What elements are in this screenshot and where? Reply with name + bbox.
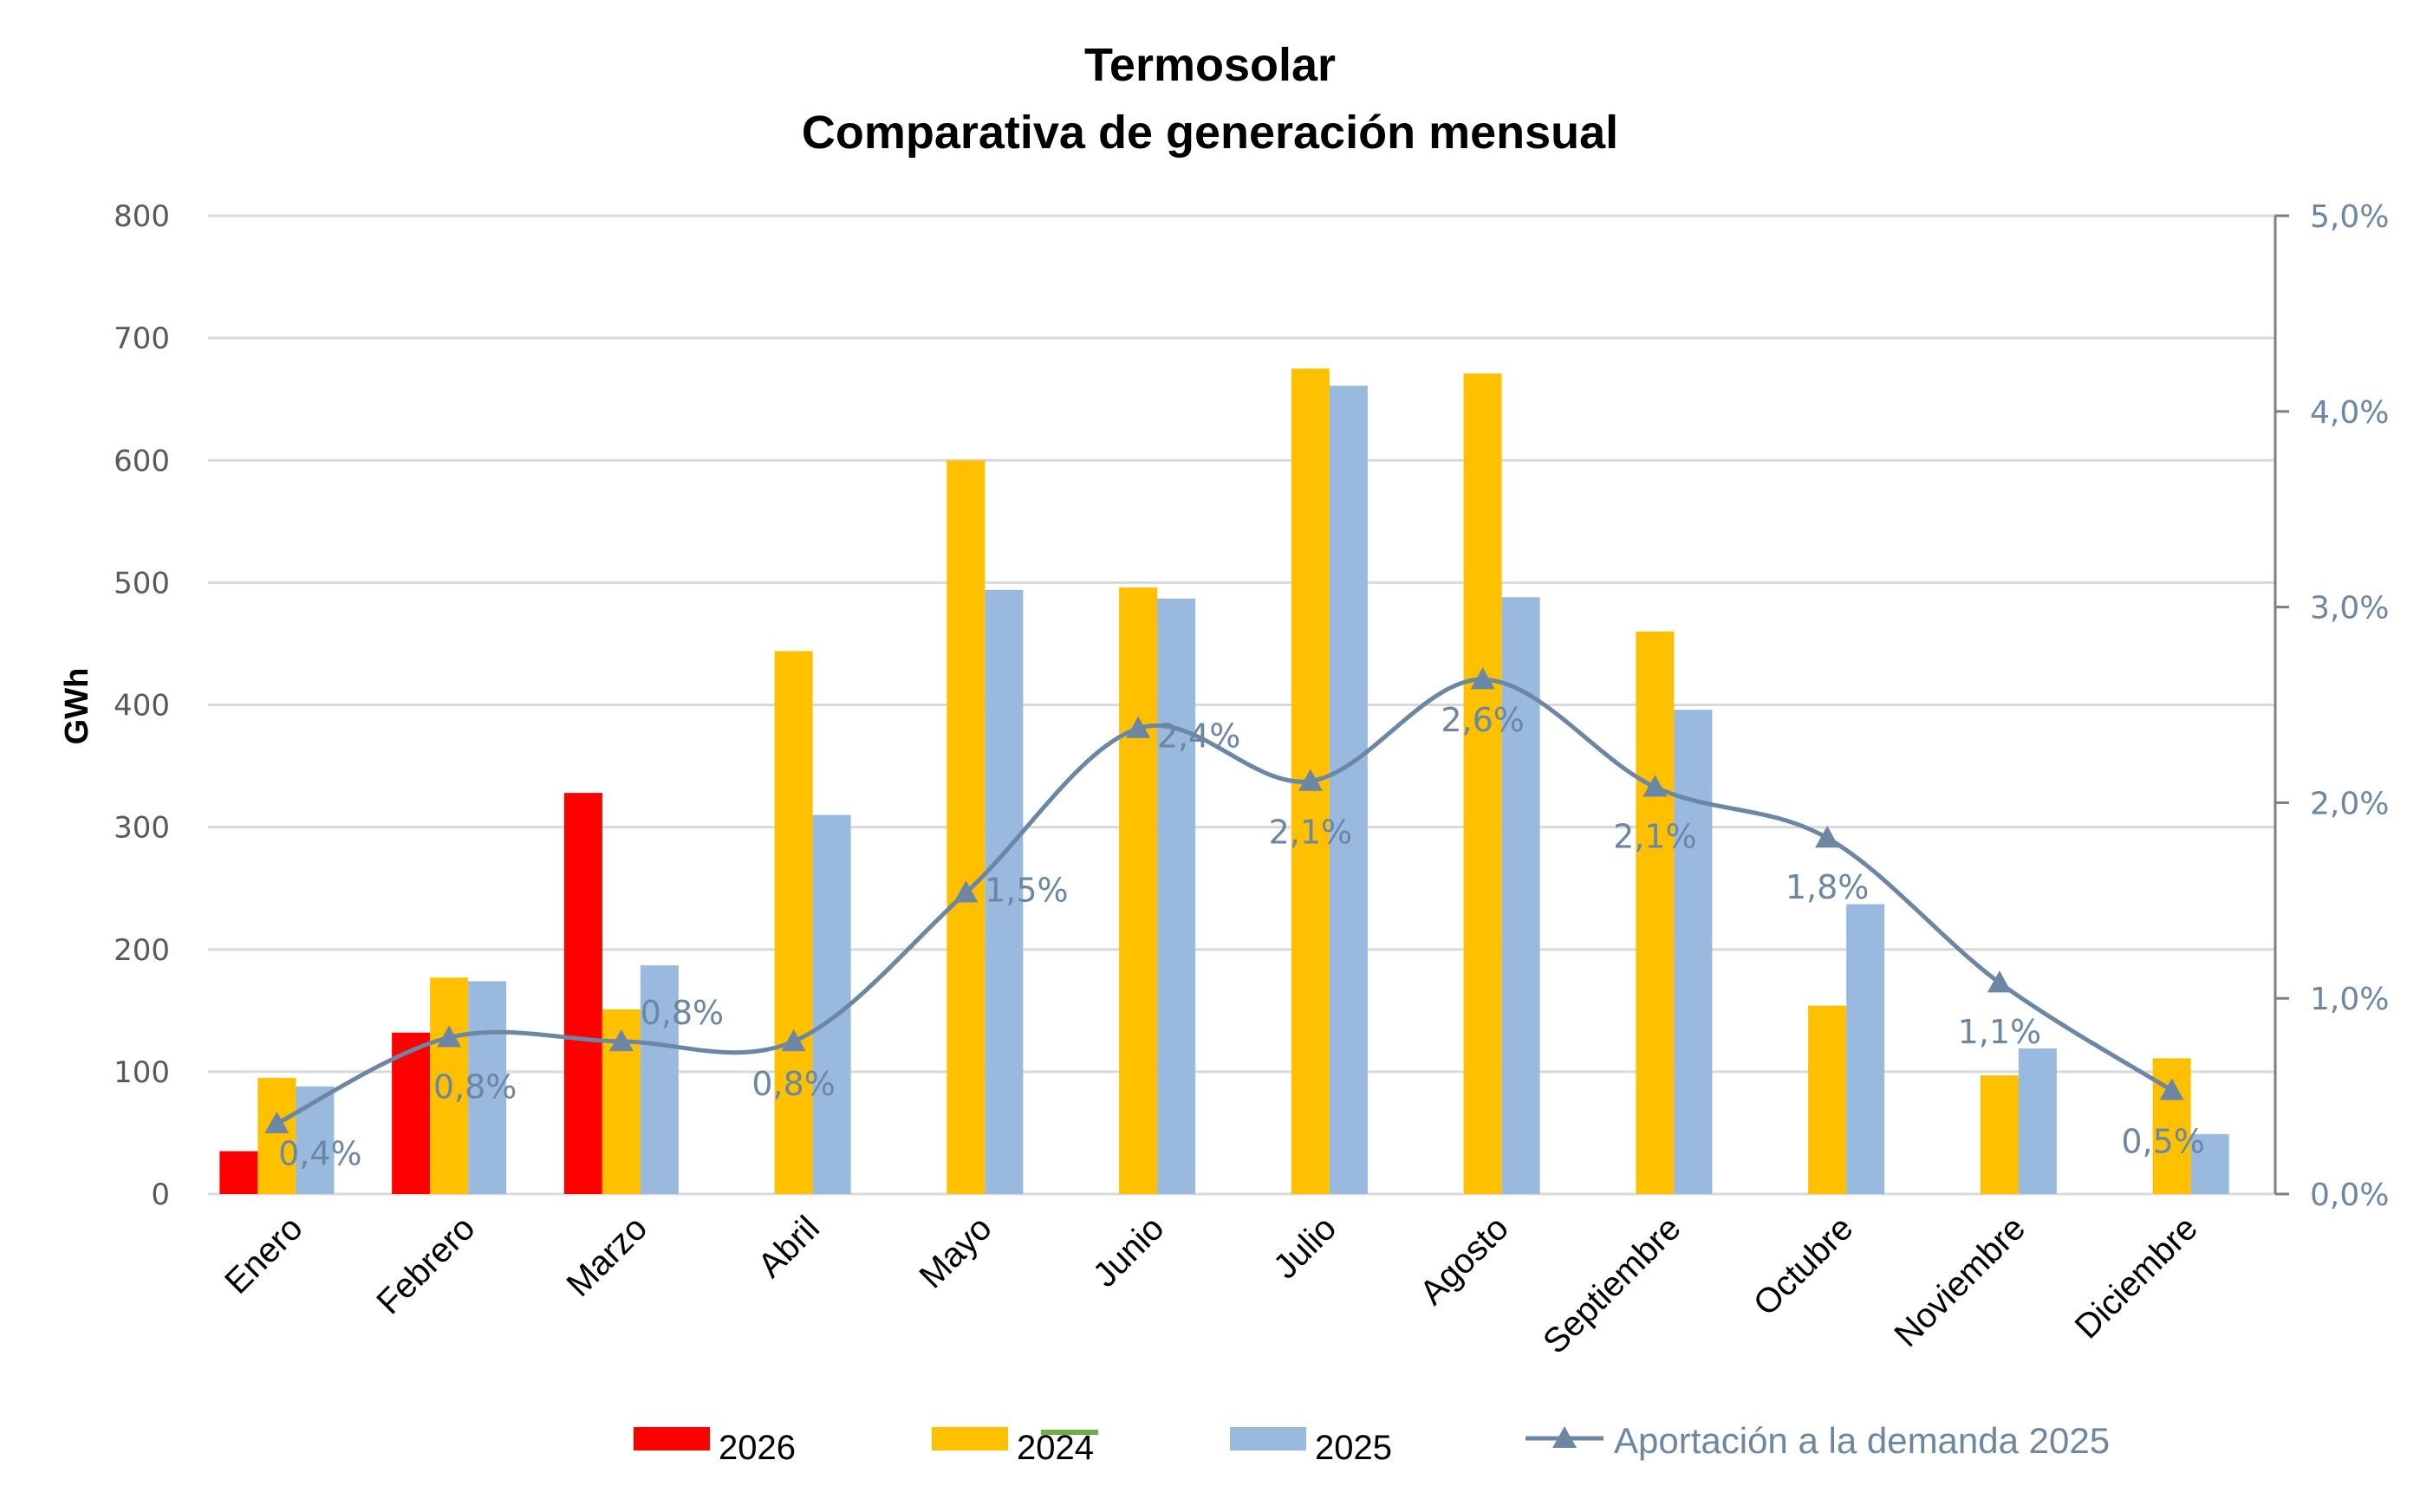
- bar-2024-mayo: [947, 460, 986, 1194]
- bar-2024-noviembre: [1980, 1075, 2019, 1194]
- category-label-octubre: Octubre: [1747, 1209, 1861, 1323]
- category-label-junio: Junio: [1086, 1209, 1172, 1295]
- y-tick-label: 500: [114, 566, 170, 600]
- triangle-marker-mayo: [953, 880, 979, 903]
- y-tick-label: 700: [114, 321, 170, 356]
- bar-2025-agosto: [1501, 597, 1540, 1194]
- legend-artifact-line: [1041, 1430, 1098, 1435]
- bar-2025-julio: [1329, 386, 1368, 1194]
- chart-subtitle: Comparativa de generación mensual: [802, 107, 1618, 159]
- legend-swatch-2026: [634, 1427, 710, 1450]
- line-series: [264, 667, 2184, 1133]
- bar-2025-noviembre: [2018, 1048, 2057, 1194]
- bar-2024-septiembre: [1636, 631, 1675, 1194]
- y2-tick-label: 1,0%: [2310, 982, 2389, 1017]
- category-label-febrero: Febrero: [369, 1209, 482, 1321]
- data-label-mayo: 1,5%: [985, 871, 1069, 909]
- y2-tick-label: 3,0%: [2310, 591, 2389, 626]
- legend: 2026 2024 2025 Aportación a la demanda 2025: [634, 1420, 2110, 1467]
- category-label-mayo: Mayo: [912, 1209, 999, 1295]
- bar-2026-febrero: [392, 1032, 431, 1194]
- data-label-julio: 2,1%: [1269, 814, 1353, 852]
- legend-swatch-2025: [1230, 1427, 1306, 1450]
- triangle-marker-septiembre: [1643, 775, 1668, 797]
- data-label-febrero: 0,8%: [433, 1067, 517, 1106]
- y-tick-label: 200: [114, 933, 170, 968]
- data-label-abril: 0,8%: [751, 1065, 836, 1103]
- bar-2025-febrero: [468, 981, 507, 1194]
- data-label-diciembre: 0,5%: [2121, 1122, 2205, 1160]
- category-label-septiembre: Septiembre: [1536, 1209, 1688, 1361]
- category-label-agosto: Agosto: [1413, 1209, 1516, 1312]
- category-label-noviembre: Noviembre: [1887, 1209, 2033, 1354]
- data-label-enero: 0,4%: [278, 1135, 362, 1173]
- chart-title: Termosolar: [1084, 39, 1336, 91]
- bar-2024-junio: [1119, 587, 1158, 1194]
- y-tick-label: 0: [151, 1178, 170, 1212]
- y2-tick-label: 2,0%: [2310, 786, 2389, 821]
- category-label-marzo: Marzo: [560, 1209, 655, 1304]
- category-label-diciembre: Diciembre: [2068, 1209, 2205, 1346]
- bar-2025-junio: [1157, 598, 1196, 1194]
- gridlines: [208, 214, 2275, 1196]
- legend-label-2026: 2026: [719, 1429, 796, 1467]
- legend-label-2025: 2025: [1315, 1429, 1392, 1467]
- y-axis-label: GWh: [59, 668, 95, 745]
- triangle-marker-julio: [1298, 769, 1323, 791]
- bars: [219, 368, 2229, 1194]
- y2-tick-label: 5,0%: [2310, 199, 2389, 235]
- triangle-marker-noviembre: [1987, 970, 2012, 993]
- legend-swatch-2024: [932, 1427, 1008, 1450]
- bar-2024-febrero: [430, 977, 469, 1194]
- bar-2026-marzo: [563, 793, 602, 1194]
- bar-2024-agosto: [1463, 373, 1502, 1194]
- triangle-marker-diciembre: [2159, 1078, 2184, 1100]
- data-label-septiembre: 2,1%: [1613, 817, 1697, 855]
- legend-label-2024: 2024: [1017, 1429, 1094, 1467]
- triangle-marker-enero: [264, 1111, 289, 1133]
- y-tick-label: 600: [114, 444, 170, 478]
- bar-2024-enero: [257, 1077, 296, 1194]
- triangle-marker-agosto: [1470, 667, 1495, 690]
- category-label-enero: Enero: [218, 1209, 310, 1301]
- bar-2025-enero: [296, 1086, 335, 1194]
- data-label-noviembre: 1,1%: [1958, 1013, 2042, 1051]
- triangle-marker-octubre: [1815, 826, 1840, 848]
- y-tick-label: 100: [114, 1055, 170, 1090]
- y-tick-label: 400: [114, 689, 170, 724]
- bar-2026-enero: [219, 1151, 258, 1194]
- y-tick-label: 800: [114, 199, 170, 234]
- bar-2025-abril: [812, 814, 851, 1194]
- data-label-octubre: 1,8%: [1786, 868, 1870, 906]
- category-label-abril: Abril: [751, 1209, 827, 1285]
- triangle-marker-marzo: [608, 1029, 634, 1052]
- legend-triangle-icon: [1552, 1426, 1577, 1448]
- y2-tick-label: 0,0%: [2310, 1178, 2389, 1213]
- triangle-marker-junio: [1126, 716, 1151, 738]
- bar-2025-mayo: [985, 589, 1024, 1194]
- data-labels: 0,4% 0,8% 0,8% 0,8% 1,5% 2,4% 2,1% 2,6% 2,1% 1,8%…: [278, 701, 2205, 1173]
- data-label-agosto: 2,6%: [1441, 701, 1525, 739]
- y-tick-label: 300: [114, 811, 170, 846]
- bar-2024-abril: [774, 651, 813, 1194]
- right-axis: 0,0% 1,0% 2,0% 3,0% 4,0% 5,0%: [2274, 199, 2389, 1213]
- category-label-julio: Julio: [1266, 1209, 1343, 1286]
- left-axis-ticks: 0 100 200 300 400 500 600 700 800: [114, 199, 170, 1212]
- legend-label-aportacion: Aportación a la demanda 2025: [1614, 1420, 2110, 1461]
- bar-2025-diciembre: [2190, 1133, 2229, 1194]
- data-label-junio: 2,4%: [1157, 717, 1241, 756]
- data-label-marzo: 0,8%: [641, 994, 725, 1032]
- y2-tick-label: 4,0%: [2310, 395, 2389, 431]
- bar-2025-septiembre: [1674, 710, 1713, 1194]
- triangle-marker-abril: [781, 1029, 806, 1052]
- category-labels: Enero Febrero Marzo Abril Mayo Junio Julio Agos…: [218, 1209, 2205, 1361]
- bar-2024-octubre: [1808, 1005, 1847, 1194]
- bar-2025-marzo: [640, 965, 679, 1194]
- triangle-marker-febrero: [437, 1025, 462, 1048]
- bar-2025-octubre: [1846, 904, 1885, 1194]
